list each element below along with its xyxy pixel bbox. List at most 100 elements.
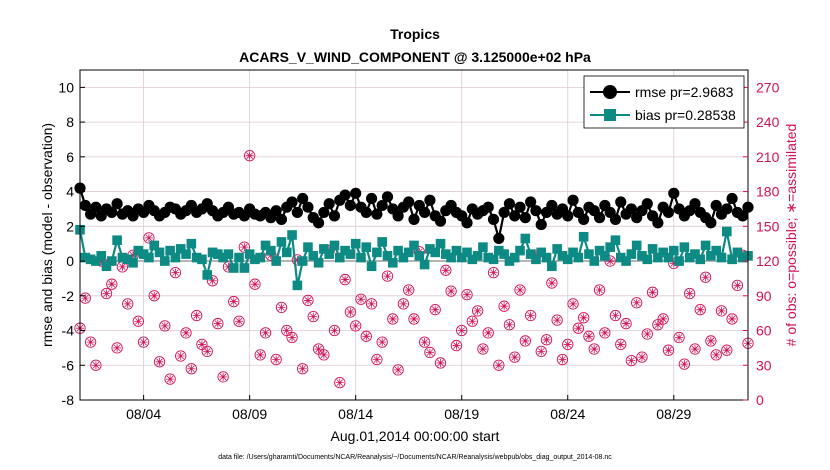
obs-point [450,339,463,352]
obs-point [721,344,733,356]
bias-point [239,263,250,273]
x-axis-label: Aug.01,2014 00:00:00 start [331,428,500,444]
bias-point [589,256,600,266]
rmse-point [487,213,500,225]
rmse-point [419,206,431,219]
obs-point [344,306,357,318]
bias-point [594,245,605,256]
rmse-point [90,201,102,213]
obs-point [535,345,547,358]
obs-point [684,287,696,300]
rmse-point [312,217,325,229]
obs-point [546,277,558,289]
bias-point [663,252,674,263]
x-axis-ticks: 08/04 08/09 08/14 08/19 08/24 08/29 [126,395,692,422]
obs-point [206,275,219,287]
obs-count-series [74,150,754,389]
obs-point [493,359,505,371]
rmse-point [668,187,680,199]
obs-point [593,284,606,296]
bias-point [329,240,340,251]
bias-point [234,252,244,263]
bias-point [605,242,615,252]
y-right-tick-label: 60 [756,323,772,339]
obs-point [307,310,319,323]
bias-point [403,247,414,258]
bias-point [313,257,324,268]
obs-point [381,270,394,282]
obs-point [238,241,250,253]
rmse-point [578,213,590,225]
obs-point [137,336,150,348]
bias-point [372,247,382,258]
obs-point [212,317,224,330]
y-left-tick-label: 2 [66,218,74,234]
y-right-tick-label: 30 [756,357,772,373]
bias-point [531,254,541,265]
bias-point [361,242,372,252]
obs-point [440,264,452,276]
obs-point [689,343,701,355]
bias-point [170,252,181,263]
bias-point [706,251,716,261]
bias-point [653,252,663,263]
rmse-point [297,192,309,205]
bias-point [112,235,122,246]
y-left-tick-label: 4 [66,184,74,200]
bias-point [160,256,170,266]
bias-point [197,254,207,265]
y-left-tick-label: 0 [66,253,74,269]
bias-point [700,240,711,251]
obs-point [100,287,113,300]
bias-point [456,252,467,263]
obs-point [249,278,261,290]
bias-point [721,226,732,237]
bias-point [446,252,456,263]
rmse-point [291,206,303,219]
bias-point [488,254,499,265]
bias-point [207,247,218,258]
rmse-point [721,203,733,215]
bias-point [340,245,350,256]
y-left-tick-label: 6 [66,149,74,165]
rmse-point [503,198,516,210]
bias-point [467,254,478,265]
bias-point [266,245,276,256]
bias-point [91,256,101,266]
bias-point [711,245,721,256]
y-left-axis-label: rmse and bias (model - observation) [39,123,55,347]
obs-point [196,338,208,351]
bias-point [737,252,748,263]
rmse-point [652,217,664,229]
obs-point [673,331,685,344]
obs-point [498,300,510,312]
obs-point [408,313,420,325]
obs-point [397,298,410,310]
obs-point [339,273,351,286]
obs-point [514,284,526,296]
bias-point [684,252,695,263]
bias-point [557,251,568,261]
rmse-point [381,191,394,203]
obs-point [726,313,738,325]
obs-point [487,266,500,279]
rmse-point [705,217,717,229]
rmse-point [350,187,362,199]
obs-point [254,349,266,361]
bias-point [414,251,425,261]
obs-point [456,324,468,337]
rmse-point [111,198,123,210]
bias-point [202,270,213,280]
bias-point [658,247,668,258]
bias-point [451,245,462,256]
rmse-point [710,199,722,212]
obs-point [355,293,367,305]
bias-point [626,249,637,259]
bias-point [562,254,573,265]
obs-point [636,351,648,363]
rmse-point [365,192,378,205]
bias-point [504,256,515,266]
bias-point [499,249,509,259]
obs-point [694,304,706,316]
